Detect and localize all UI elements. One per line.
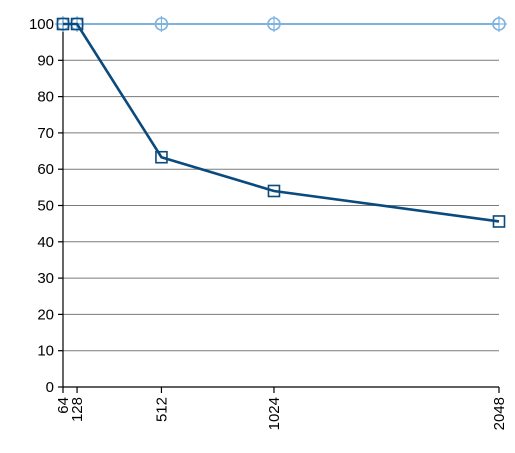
x-tick-label-64: 64 bbox=[55, 397, 72, 414]
grid-lines bbox=[63, 23, 499, 352]
x-tick-label-512: 512 bbox=[153, 397, 170, 422]
y-tick-label-60: 60 bbox=[37, 161, 54, 178]
series-2-point-64 bbox=[56, 17, 70, 31]
y-tick-label-30: 30 bbox=[37, 270, 54, 287]
y-tick-label-90: 90 bbox=[37, 52, 54, 69]
x-tick-label-2048: 2048 bbox=[491, 397, 508, 430]
y-tick-label-80: 80 bbox=[37, 89, 54, 106]
series-2 bbox=[56, 17, 506, 228]
x-tick-label-1024: 1024 bbox=[266, 397, 283, 430]
y-tick-label-40: 40 bbox=[37, 234, 54, 251]
series-2-point-512 bbox=[155, 150, 168, 164]
series-2-point-128 bbox=[70, 17, 84, 31]
y-tick-label-20: 20 bbox=[37, 306, 54, 323]
y-axis-ticks: 0 10 20 30 40 50 60 70 80 90 100 bbox=[29, 16, 63, 396]
series-2-point-1024 bbox=[267, 184, 281, 198]
series-1 bbox=[55, 16, 507, 32]
y-tick-label-70: 70 bbox=[37, 125, 54, 142]
series-group bbox=[55, 16, 507, 228]
x-tick-label-128: 128 bbox=[69, 397, 86, 422]
series-2-point-2048 bbox=[492, 215, 506, 228]
series-2-line bbox=[63, 22, 500, 223]
y-tick-label-50: 50 bbox=[37, 198, 54, 215]
y-tick-label-10: 10 bbox=[37, 343, 54, 360]
y-tick-label-0: 0 bbox=[46, 379, 54, 396]
y-tick-label-100: 100 bbox=[29, 16, 54, 33]
